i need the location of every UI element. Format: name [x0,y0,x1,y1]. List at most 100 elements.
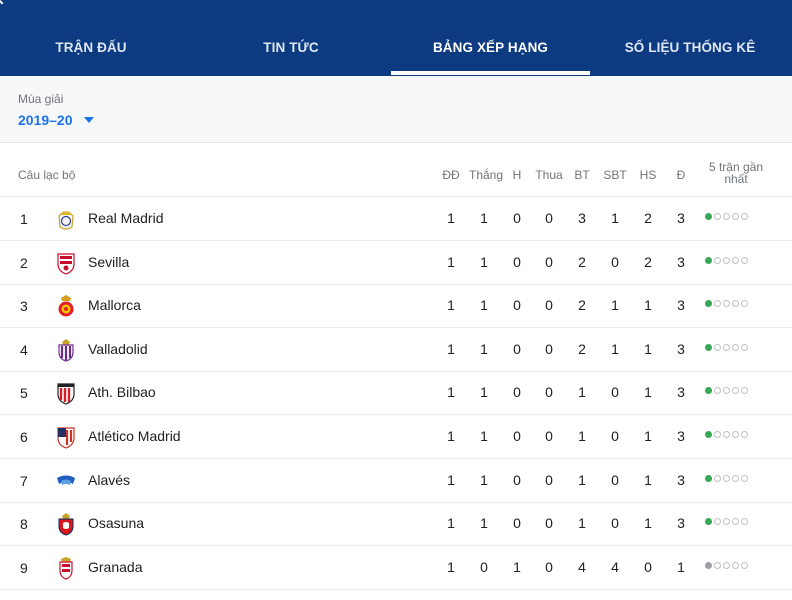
header-drawn: H [512,168,522,182]
result-empty-icon[interactable] [741,518,748,526]
row-team-name[interactable]: Alavés [88,471,131,488]
row-position: 3 [20,298,28,315]
result-empty-icon[interactable] [732,518,739,526]
row-lost: 0 [545,384,553,401]
row-drawn: 0 [513,428,521,444]
result-empty-icon[interactable] [741,561,748,569]
row-played: 1 [447,210,455,226]
result-empty-icon[interactable] [732,343,739,351]
back-arrow-icon[interactable] [0,0,11,5]
row-drawn: 1 [513,558,521,575]
row-goals-against: 1 [611,210,619,226]
result-empty-icon[interactable] [723,561,730,569]
result-empty-icon[interactable] [732,387,739,395]
header-lost: Thua [535,168,563,182]
row-goals-against: 0 [611,253,619,270]
result-win-icon[interactable] [705,474,712,482]
result-empty-icon[interactable] [723,474,730,482]
result-win-icon[interactable] [705,300,712,308]
result-empty-icon[interactable] [714,343,721,351]
row-goal-difference: 1 [644,428,652,444]
tab-statistics[interactable]: SỐ LIỆU THỐNG KÊ [624,40,756,55]
result-win-icon[interactable] [705,431,712,438]
result-draw-icon[interactable] [705,561,712,569]
row-played: 1 [447,297,455,314]
result-win-icon[interactable] [705,343,712,351]
result-empty-icon[interactable] [732,300,739,308]
result-empty-icon[interactable] [741,300,748,308]
table-row[interactable]: 8 Osasuna 1 1 0 0 1 0 1 3 [0,502,792,547]
result-empty-icon[interactable] [723,518,730,526]
row-team-name[interactable]: Granada [88,558,143,575]
result-empty-icon[interactable] [723,387,730,395]
table-row[interactable]: 6 Atlético Madrid 1 1 0 0 1 0 1 3 [0,415,792,459]
result-empty-icon[interactable] [714,213,721,220]
result-empty-icon[interactable] [732,561,739,569]
header-club: Câu lạc bộ [18,168,76,182]
table-row[interactable]: 4 Valladolid 1 1 0 0 2 1 1 3 [0,328,792,372]
season-label: Mùa giải [18,92,64,106]
result-empty-icon[interactable] [741,431,748,438]
result-empty-icon[interactable] [741,343,748,351]
result-empty-icon[interactable] [714,387,721,395]
result-empty-icon[interactable] [741,387,748,395]
result-empty-icon[interactable] [714,518,721,526]
row-lost: 0 [545,340,553,357]
result-empty-icon[interactable] [732,474,739,482]
result-empty-icon[interactable] [732,256,739,264]
result-empty-icon[interactable] [714,256,721,264]
row-won: 1 [480,384,488,401]
result-win-icon[interactable] [705,256,712,264]
row-position: 5 [20,385,28,402]
osasuna-crest-icon [55,512,77,536]
row-points: 1 [677,558,685,575]
table-row[interactable]: 1 Real Madrid 1 1 0 0 3 1 2 3 [0,197,792,241]
result-empty-icon[interactable] [723,343,730,351]
tab-news[interactable]: TIN TỨC [263,40,319,55]
result-win-icon[interactable] [705,518,712,526]
result-empty-icon[interactable] [714,300,721,308]
season-dropdown[interactable]: 2019–20 [18,112,73,128]
chevron-down-icon[interactable] [84,117,94,123]
result-empty-icon[interactable] [723,300,730,308]
header-goals-against: SBT [603,168,627,182]
result-win-icon[interactable] [705,213,712,220]
result-empty-icon[interactable] [714,561,721,569]
row-team-name[interactable]: Ath. Bilbao [88,384,156,401]
table-row[interactable]: 7 Alavés 1 1 0 0 1 0 1 3 [0,459,792,503]
tab-standings[interactable]: BẢNG XẾP HẠNG [432,40,549,55]
result-empty-icon[interactable] [741,256,748,264]
row-team-name[interactable]: Atlético Madrid [88,428,181,444]
table-row[interactable]: 2 Sevilla 1 1 0 0 2 0 2 3 [0,241,792,285]
row-position: 1 [20,211,28,227]
row-team-name[interactable]: Mallorca [88,297,141,314]
result-empty-icon[interactable] [723,256,730,264]
row-drawn: 0 [513,384,521,401]
header-last-five-line2: nhất [724,172,748,186]
row-team-name[interactable]: Valladolid [88,340,148,357]
result-empty-icon[interactable] [741,474,748,482]
result-empty-icon[interactable] [723,213,730,220]
valladolid-crest-icon [55,338,77,362]
row-goals-against: 0 [611,515,619,532]
result-empty-icon[interactable] [714,431,721,438]
table-row[interactable]: 5 Ath. Bilbao 1 1 0 0 1 0 1 3 [0,371,792,416]
row-goals-for: 2 [578,297,586,314]
result-win-icon[interactable] [705,387,712,395]
table-row[interactable]: 9 Granada 1 0 1 0 4 4 0 1 [0,546,792,590]
table-row[interactable]: 3 Mallorca 1 1 0 0 2 1 1 3 [0,284,792,329]
result-empty-icon[interactable] [732,213,739,220]
result-empty-icon[interactable] [741,213,748,220]
result-empty-icon[interactable] [732,431,739,438]
last-five-results [705,518,750,528]
row-played: 1 [447,558,455,575]
row-played: 1 [447,253,455,270]
last-five-results [705,300,750,310]
row-team-name[interactable]: Real Madrid [88,210,164,226]
row-team-name[interactable]: Sevilla [88,253,130,270]
row-played: 1 [447,384,455,401]
row-team-name[interactable]: Osasuna [88,515,145,532]
result-empty-icon[interactable] [714,474,721,482]
tab-matches[interactable]: TRẬN ĐẤU [55,40,127,55]
result-empty-icon[interactable] [723,431,730,438]
